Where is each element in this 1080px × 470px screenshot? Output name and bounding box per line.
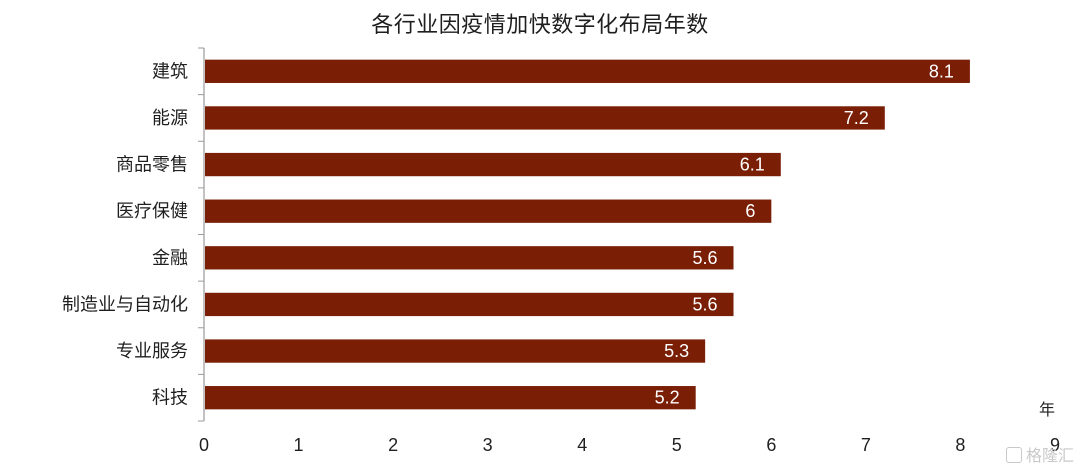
bar (205, 386, 696, 410)
data-label: 5.2 (655, 388, 680, 408)
data-label: 7.2 (844, 108, 869, 128)
x-tick-label: 1 (294, 435, 304, 455)
category-label: 专业服务 (116, 341, 188, 362)
category-label: 建筑 (152, 61, 188, 82)
category-label: 金融 (152, 248, 188, 269)
category-label: 医疗保健 (116, 201, 188, 222)
data-label: 5.6 (692, 248, 717, 268)
bar (205, 339, 706, 363)
x-tick-label: 8 (955, 435, 965, 455)
bar (205, 59, 970, 83)
x-tick-label: 0 (199, 435, 209, 455)
x-tick-label: 3 (483, 435, 493, 455)
data-label: 8.1 (929, 61, 954, 81)
bar (205, 292, 734, 317)
x-tick-label: 5 (672, 435, 682, 455)
bar (205, 199, 772, 223)
data-label: 6 (745, 201, 755, 221)
bar (205, 152, 781, 177)
x-tick-label: 2 (388, 435, 398, 455)
x-unit-label: 年 (1039, 400, 1055, 419)
data-label: 5.6 (692, 294, 717, 314)
chart-title: 各行业因疫情加快数字化布局年数 (371, 13, 709, 38)
bar (205, 246, 734, 270)
bar (205, 106, 885, 130)
x-tick-label: 9 (1050, 435, 1060, 455)
category-label: 制造业与自动化 (62, 294, 188, 315)
data-label: 6.1 (740, 155, 765, 175)
x-tick-label: 4 (577, 435, 587, 455)
gelonghui-logo-icon (1005, 447, 1022, 463)
x-tick-label: 6 (766, 435, 776, 455)
x-tick-label: 7 (861, 435, 871, 455)
category-label: 能源 (152, 108, 188, 129)
watermark-text: 格隆汇 (1025, 446, 1074, 465)
data-label: 5.3 (664, 341, 689, 361)
category-label: 商品零售 (116, 155, 188, 176)
category-label: 科技 (152, 388, 188, 409)
watermark: 格隆汇 (1005, 442, 1074, 466)
